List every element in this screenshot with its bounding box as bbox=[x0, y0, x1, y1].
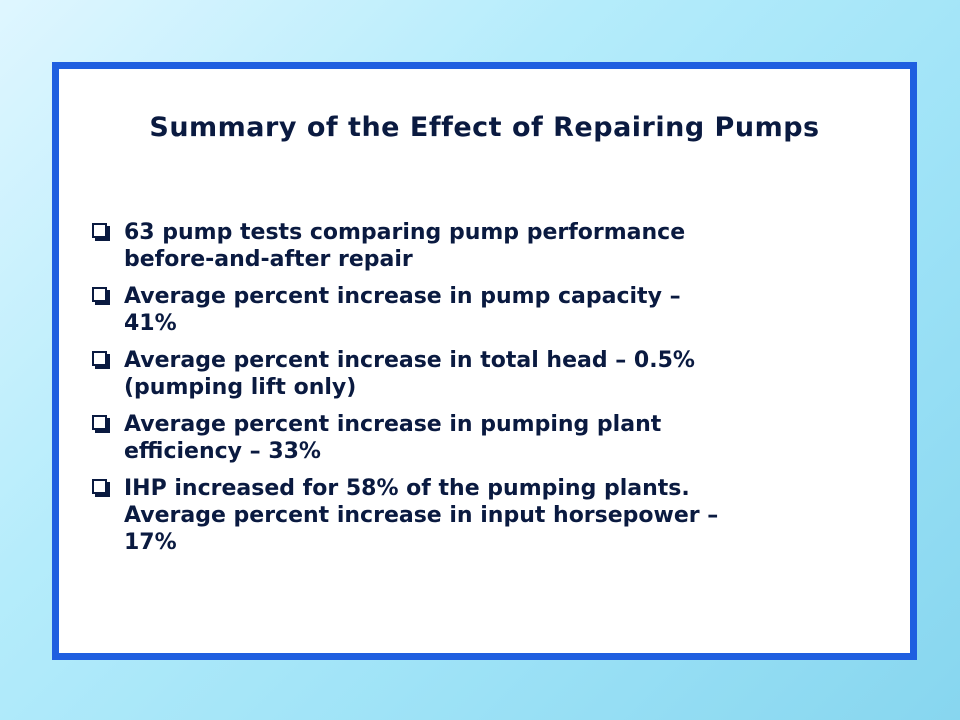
slide-frame: Summary of the Effect of Repairing Pumps… bbox=[52, 62, 917, 660]
bullet-text-line: IHP increased for 58% of the pumping pla… bbox=[124, 476, 690, 501]
square-bullet-icon bbox=[92, 351, 107, 366]
bullet-item: Average percent increase in pumping plan… bbox=[90, 411, 830, 465]
bullet-item: 63 pump tests comparing pump performance… bbox=[90, 219, 830, 273]
bullet-item: Average percent increase in pump capacit… bbox=[90, 283, 830, 337]
bullet-text-line: (pumping lift only) bbox=[124, 375, 357, 400]
bullet-text-line: Average percent increase in pumping plan… bbox=[124, 412, 662, 437]
bullet-text-line: 17% bbox=[124, 530, 177, 555]
bullet-item: Average percent increase in total head –… bbox=[90, 347, 830, 401]
bullet-text-line: efficiency – 33% bbox=[124, 439, 321, 464]
slide-title: Summary of the Effect of Repairing Pumps bbox=[149, 112, 820, 143]
square-bullet-icon bbox=[92, 223, 107, 238]
square-bullet-icon bbox=[92, 479, 107, 494]
bullet-text-line: 63 pump tests comparing pump performance bbox=[124, 220, 686, 245]
bullet-text-line: before-and-after repair bbox=[124, 247, 413, 272]
bullet-text-line: Average percent increase in input horsep… bbox=[124, 503, 719, 528]
square-bullet-icon bbox=[92, 287, 107, 302]
bullet-item: IHP increased for 58% of the pumping pla… bbox=[90, 475, 830, 556]
bullet-text-line: Average percent increase in pump capacit… bbox=[124, 284, 681, 309]
square-bullet-icon bbox=[92, 415, 107, 430]
bullet-text-line: 41% bbox=[124, 311, 177, 336]
bullet-list: 63 pump tests comparing pump performance… bbox=[90, 219, 830, 566]
bullet-text-line: Average percent increase in total head –… bbox=[124, 348, 695, 373]
